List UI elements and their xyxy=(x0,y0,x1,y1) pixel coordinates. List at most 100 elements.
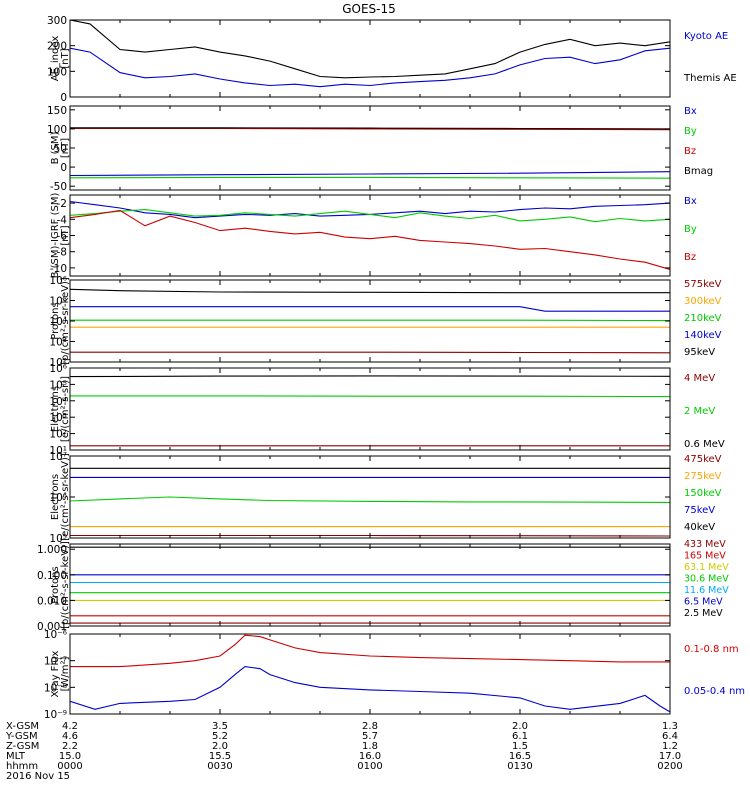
y-axis-label: [e/(cm²-s-sr)] xyxy=(60,376,71,442)
y-axis-label: [p/(cm²-s-sr-keV)] xyxy=(60,541,71,629)
series-line-8-2 xyxy=(70,666,670,713)
y-axis-label: [nT] xyxy=(60,225,71,245)
series-line-5-3 xyxy=(70,375,670,378)
y-axis-label: [W/m²] xyxy=(60,656,71,691)
y-tick-label: 300 xyxy=(47,15,67,27)
x-axis-value: 1.8 xyxy=(362,741,378,752)
legend-entry: 30.6 MeV xyxy=(684,574,729,585)
x-axis-value: 2.0 xyxy=(212,741,228,752)
x-axis-value: 1.3 xyxy=(662,721,678,732)
x-axis-value: 2.0 xyxy=(512,721,528,732)
series-line-6-3 xyxy=(70,496,670,503)
y-axis-label: B (SM) xyxy=(50,131,61,164)
series-line-1-1 xyxy=(70,47,670,88)
y-tick-label: 0.001 xyxy=(37,621,67,633)
panel-4: 10² 10³ 10⁴ 10⁵ 10⁶ Protons [p/(cm²-s-sr-keV)]… xyxy=(49,275,721,369)
legend-entry: 210keV xyxy=(684,313,722,324)
series-line-8-1 xyxy=(70,634,670,668)
y-tick-label: 10⁶ xyxy=(49,275,67,287)
legend-entry: Bx xyxy=(684,196,697,207)
x-axis-value: 4.6 xyxy=(62,731,78,742)
x-axis-value: 6.1 xyxy=(512,731,528,742)
legend-entry: 0.6 MeV xyxy=(684,439,725,450)
legend-entry: By xyxy=(684,224,697,235)
legend-entry: Bz xyxy=(684,146,696,157)
legend-entry: 95keV xyxy=(684,347,715,358)
legend-entry: 40keV xyxy=(684,522,715,533)
legend-entry: 433 MeV xyxy=(684,539,726,550)
y-tick-label: 10⁻⁷ xyxy=(44,656,67,668)
y-tick-label: 10⁴ xyxy=(49,316,67,328)
legend-entry: 11.6 MeV xyxy=(684,585,729,596)
y-tick-label: 10⁶ xyxy=(49,363,67,375)
x-axis-value: 1.5 xyxy=(512,741,528,752)
y-tick-label: 10¹ xyxy=(49,445,67,457)
y-tick-label: -50 xyxy=(50,181,67,193)
x-axis-value: 0000 xyxy=(57,761,82,772)
y-tick-label: 100 xyxy=(47,124,67,136)
panel-6: 10⁵ 10⁶ 10⁷ Electrons [e/(cm²-s-sr-keV)] 475k… xyxy=(49,451,721,545)
legend-entry: 165 MeV xyxy=(684,551,726,562)
legend-entry: 140keV xyxy=(684,330,722,341)
x-axis-value: 15.5 xyxy=(209,751,231,762)
y-axis-label: B (SM)-IGRF (SM) xyxy=(50,193,61,279)
series-line-2-4 xyxy=(70,127,670,130)
y-axis-label: [e/(cm²-s-sr-keV)] xyxy=(60,453,71,541)
x-axis-value: 2.8 xyxy=(362,721,378,732)
legend-entry: Bz xyxy=(684,252,696,263)
y-axis-label: AE_index xyxy=(50,36,61,82)
legend-entry: 75keV xyxy=(684,505,715,516)
x-axis-value: 17.0 xyxy=(659,751,681,762)
panel-1: 0 100 200 300 AE_index [nT] Kyoto AE Themis AE xyxy=(47,15,737,104)
legend-entry: 300keV xyxy=(684,296,722,307)
x-axis-value: 3.5 xyxy=(212,721,228,732)
x-axis-row-label: Z-GSM xyxy=(6,741,39,752)
y-tick-label: 10⁴ xyxy=(49,396,67,408)
x-axis-value: 6.4 xyxy=(662,731,678,742)
panel-frame xyxy=(69,543,671,627)
y-tick-label: 10⁵ xyxy=(49,379,67,391)
y-tick-label: 10² xyxy=(49,429,67,441)
y-tick-label: 10⁷ xyxy=(49,451,67,463)
panel-frame xyxy=(69,194,671,277)
y-tick-label: -8 xyxy=(57,247,67,259)
legend-entry: 0.05-0.4 nm xyxy=(684,686,745,697)
legend-entry: 575keV xyxy=(684,279,722,290)
panel-7: 0.001 0.010 0.100 1.000 Protons [p/(cm²-s-sr-… xyxy=(37,539,729,633)
x-axis-value: 0200 xyxy=(657,761,682,772)
y-axis-label: [nT] xyxy=(60,138,71,158)
legend-entry: 6.5 MeV xyxy=(684,597,723,608)
panel-8: 10⁻⁹ 10⁻⁸ 10⁻⁷ 10⁻⁶ Xray Flux [W/m²] 0.1-0.8 n… xyxy=(44,629,745,721)
legend-entry: By xyxy=(684,126,697,137)
legend-entry: 2.5 MeV xyxy=(684,608,723,619)
y-tick-label: 10⁻⁸ xyxy=(44,682,67,694)
x-axis-value: 2.2 xyxy=(62,741,78,752)
x-axis-value: 15.0 xyxy=(59,751,81,762)
y-axis-label: Xray Flux xyxy=(50,650,61,697)
x-axis-value: 16.5 xyxy=(509,751,531,762)
y-tick-label: 1.000 xyxy=(37,544,67,556)
series-line-3-2 xyxy=(70,209,670,223)
y-tick-label: -10 xyxy=(50,263,67,275)
x-axis-value: 16.0 xyxy=(359,751,381,762)
y-tick-label: 10² xyxy=(49,357,67,369)
series-line-2-2 xyxy=(70,176,670,179)
y-tick-label: 0 xyxy=(60,162,67,174)
y-tick-label: -2 xyxy=(57,198,67,210)
y-tick-label: 0.100 xyxy=(37,570,67,582)
y-tick-label: -6 xyxy=(57,231,68,243)
series-line-4-4 xyxy=(70,306,670,312)
series-line-3-3 xyxy=(70,209,670,271)
y-tick-label: 150 xyxy=(47,105,67,117)
y-tick-label: 100 xyxy=(47,66,67,78)
series-line-2-1 xyxy=(70,171,670,177)
series-line-2-3 xyxy=(70,127,670,131)
x-axis-row-label: MLT xyxy=(6,751,26,762)
panel-5: 10¹ 10² 10³ 10⁴ 10⁵ 10⁶ Electrons [e/(cm²-s-sr)… xyxy=(49,363,724,457)
x-axis-value: 4.2 xyxy=(62,721,78,732)
legend-entry: 63.1 MeV xyxy=(684,562,729,573)
y-axis-label: [nT] xyxy=(60,48,71,68)
x-axis-value: 0100 xyxy=(357,761,382,772)
y-tick-label: 10⁶ xyxy=(49,492,67,504)
